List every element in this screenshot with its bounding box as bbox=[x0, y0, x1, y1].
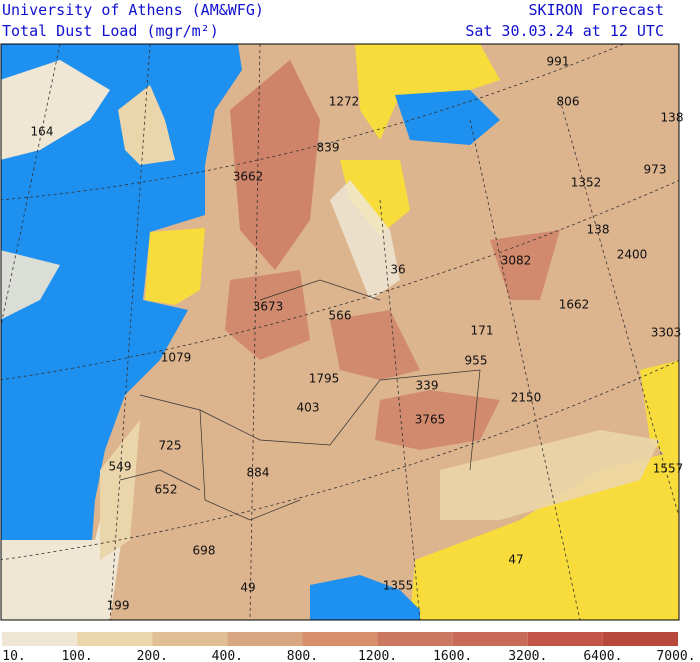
dust-high bbox=[375, 390, 500, 450]
dust-low bbox=[330, 180, 400, 300]
colorbar-label: 1200. bbox=[358, 649, 397, 662]
map-label: 3673 bbox=[253, 300, 284, 314]
colorbar-swatch bbox=[602, 632, 678, 646]
map-labels: 991 806 138 164 1272 839 3662 973 1352 138 2400 308… bbox=[31, 55, 684, 613]
map-label: 1662 bbox=[559, 298, 590, 312]
map-label: 566 bbox=[329, 309, 352, 323]
colorbar-label: 800. bbox=[287, 649, 318, 662]
colorbar-swatch bbox=[227, 632, 303, 646]
dust-high bbox=[490, 230, 560, 300]
uk bbox=[118, 85, 175, 165]
dust-high bbox=[225, 270, 310, 360]
map-label: 2150 bbox=[511, 391, 542, 405]
dust-high bbox=[330, 310, 420, 380]
map-label: 3082 bbox=[501, 254, 532, 268]
map-label: 839 bbox=[317, 141, 340, 155]
map-label: 3662 bbox=[233, 170, 264, 184]
map-label: 3303 bbox=[651, 326, 682, 340]
map-label: 164 bbox=[31, 125, 54, 139]
colorbar-label: 6400. bbox=[583, 649, 622, 662]
map-label: 138 bbox=[661, 111, 684, 125]
map-label: 1352 bbox=[571, 176, 602, 190]
header-left-1: University of Athens (AM&WFG) bbox=[2, 1, 264, 19]
dust-100 bbox=[100, 420, 140, 560]
colorbar-label: 10. bbox=[2, 649, 25, 662]
map-label: 3765 bbox=[415, 413, 446, 427]
map-label: 339 bbox=[416, 379, 439, 393]
yellow-iberia bbox=[145, 228, 205, 305]
yellow-south bbox=[410, 450, 679, 620]
map-label: 725 bbox=[159, 439, 182, 453]
map-label: 1079 bbox=[161, 351, 192, 365]
map-label: 403 bbox=[297, 401, 320, 415]
yellow-north bbox=[355, 44, 500, 140]
map-label: 549 bbox=[109, 460, 132, 474]
map-frame bbox=[0, 43, 680, 621]
borders bbox=[119, 279, 481, 521]
map bbox=[1, 44, 679, 620]
colorbar-label: 200. bbox=[137, 649, 168, 662]
map-label: 1272 bbox=[329, 95, 360, 109]
colorbar-swatch bbox=[77, 632, 153, 646]
yellow-balkans bbox=[340, 160, 410, 235]
colorbar-swatch bbox=[452, 632, 528, 646]
map-label: 138 bbox=[587, 223, 610, 237]
header-left-2: Total Dust Load (mgr/m²) bbox=[2, 22, 219, 40]
colorbar-swatch bbox=[377, 632, 453, 646]
map-label: 171 bbox=[471, 324, 494, 338]
dust-low bbox=[1, 60, 110, 160]
grid-lines bbox=[1, 44, 679, 620]
header-right-1: SKIRON Forecast bbox=[529, 1, 664, 19]
dust-100 bbox=[440, 430, 660, 520]
dust-high bbox=[230, 60, 320, 270]
colorbar-label: 400. bbox=[212, 649, 243, 662]
colorbar-label: 100. bbox=[61, 649, 92, 662]
map-label: 973 bbox=[644, 163, 667, 177]
map-label: 1355 bbox=[383, 579, 414, 593]
map-label: 884 bbox=[247, 466, 270, 480]
black-sea bbox=[395, 90, 500, 145]
header-right-2: Sat 30.03.24 at 12 UTC bbox=[465, 22, 664, 40]
colorbar-swatch bbox=[527, 632, 603, 646]
map-label: 652 bbox=[155, 483, 178, 497]
map-label: 36 bbox=[390, 263, 405, 277]
colorbar-label: 3200. bbox=[508, 649, 547, 662]
map-label: 698 bbox=[193, 544, 216, 558]
colorbar-label: 7000. bbox=[656, 649, 695, 662]
colorbar-swatch bbox=[2, 632, 78, 646]
header: University of Athens (AM&WFG) Total Dust… bbox=[2, 1, 664, 40]
map-label: 806 bbox=[557, 95, 580, 109]
colorbar-swatch bbox=[152, 632, 228, 646]
map-label: 199 bbox=[107, 599, 130, 613]
colorbar: 10. 100. 200. 400. 800. 1200. 1600. 3200. 6400. 7… bbox=[2, 632, 696, 662]
atlantic bbox=[1, 44, 242, 540]
colorbar-swatch bbox=[302, 632, 378, 646]
map-label: 49 bbox=[240, 581, 255, 595]
map-label: 1557 bbox=[653, 462, 684, 476]
gulf-guinea bbox=[310, 575, 420, 620]
map-label: 1795 bbox=[309, 372, 340, 386]
colorbar-label: 1600. bbox=[433, 649, 472, 662]
dust-low bbox=[1, 250, 60, 320]
map-label: 955 bbox=[465, 354, 488, 368]
yellow-east bbox=[640, 360, 679, 469]
map-label: 47 bbox=[508, 553, 523, 567]
map-label: 991 bbox=[547, 55, 570, 69]
map-label: 2400 bbox=[617, 248, 648, 262]
